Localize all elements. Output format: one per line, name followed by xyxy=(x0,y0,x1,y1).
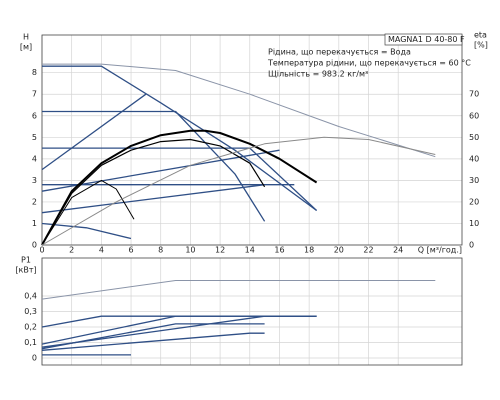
y-tick-label: 0,1 xyxy=(24,338,37,347)
curve xyxy=(41,138,266,246)
x-tick-label: 6 xyxy=(128,246,133,255)
y-tick-label: 2 xyxy=(32,197,37,206)
x-tick-label: 12 xyxy=(215,246,225,255)
x-tick-label: 0 xyxy=(39,246,44,255)
y2-axis-unit: [%] xyxy=(474,41,488,50)
y2-tick-label: 70 xyxy=(469,90,479,99)
y2-tick-label: 20 xyxy=(469,197,479,206)
x-tick-label: 18 xyxy=(304,246,314,255)
curve xyxy=(41,93,147,171)
curve xyxy=(41,129,318,246)
info-line: Щільність = 983.2 кг/м³ xyxy=(268,70,368,79)
x-tick-label: 22 xyxy=(363,246,373,255)
x-tick-label: 20 xyxy=(334,246,344,255)
y-axis-unit: [м] xyxy=(20,43,32,52)
y-tick-label: 1 xyxy=(32,219,37,228)
curve xyxy=(42,65,317,212)
y-tick-label: 0,4 xyxy=(24,291,37,300)
x-tick-label: 24 xyxy=(393,246,403,255)
y2-tick-label: 60 xyxy=(469,111,479,120)
y-tick-label: 8 xyxy=(32,68,37,77)
y2-tick-label: 0 xyxy=(469,241,474,250)
y-tick-label: 7 xyxy=(32,90,37,99)
y-tick-label: 6 xyxy=(32,111,37,120)
x-tick-label: 4 xyxy=(99,246,104,255)
y2-tick-label: 10 xyxy=(469,219,479,228)
x-tick-label: 10 xyxy=(185,246,195,255)
x-axis-label: Q [м³/год.] xyxy=(418,246,462,255)
y-tick-label: 0,3 xyxy=(24,307,37,316)
curve xyxy=(41,184,265,214)
x-tick-label: 2 xyxy=(69,246,74,255)
y2-axis-label: eta xyxy=(474,31,487,40)
y2-tick-label: 30 xyxy=(469,176,479,185)
plot-frame xyxy=(41,257,463,366)
plot-frame xyxy=(41,34,463,246)
y-tick-label: 3 xyxy=(32,176,37,185)
curve xyxy=(41,222,132,240)
y-tick-label: 0 xyxy=(32,241,37,250)
title-box xyxy=(384,33,463,46)
curve xyxy=(41,136,436,246)
info-line: Температура рідини, що перекачується = 6… xyxy=(267,59,471,68)
curve xyxy=(41,332,265,351)
y-tick-label: 4 xyxy=(32,154,37,163)
x-tick-label: 8 xyxy=(158,246,163,255)
y2-tick-label: 50 xyxy=(469,133,479,142)
chart-title: MAGNA1 D 40-80 F xyxy=(388,35,465,44)
curve xyxy=(41,315,317,348)
curve xyxy=(42,63,436,158)
y-tick-label: 5 xyxy=(32,133,37,142)
x-tick-label: 14 xyxy=(245,246,255,255)
info-line: Рідина, що перекачується = Вода xyxy=(268,48,411,57)
y-axis-label: H xyxy=(23,33,29,42)
y-tick-label: 0,2 xyxy=(24,323,37,332)
y-axis-unit: [кВт] xyxy=(15,266,36,275)
y-tick-label: 0 xyxy=(32,354,37,363)
curve xyxy=(41,280,436,300)
y-axis-label: P1 xyxy=(21,256,31,265)
y2-tick-label: 40 xyxy=(469,154,479,163)
x-tick-label: 16 xyxy=(274,246,284,255)
